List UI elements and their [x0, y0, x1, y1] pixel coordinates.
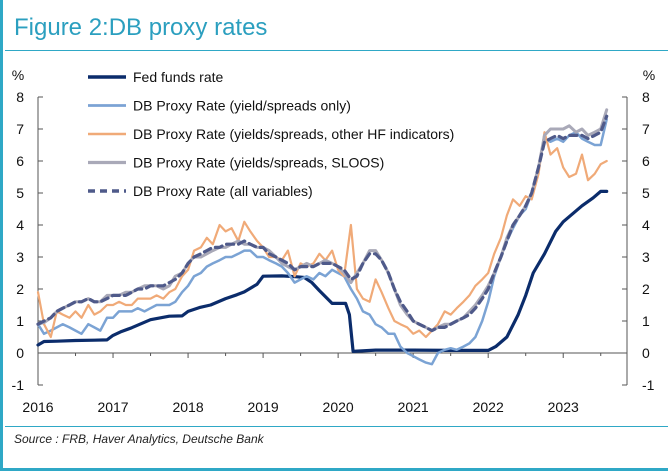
y-tick-label-left: 3	[16, 249, 24, 265]
y-tick-label-right: 7	[642, 121, 650, 137]
x-tick-label: 2022	[473, 399, 504, 415]
y-tick-label-left: 1	[16, 313, 24, 329]
chart-legend: Fed funds rate DB Proxy Rate (yield/sprea…	[88, 69, 454, 199]
legend-label-1: Fed funds rate	[133, 69, 223, 85]
source-note: Source : FRB, Haver Analytics, Deutsche …	[14, 432, 264, 446]
y-tick-label-left: 2	[16, 281, 24, 297]
y-tick-label-right: 6	[642, 153, 650, 169]
y-tick-label-right: 5	[642, 185, 650, 201]
chart-series-layer	[36, 108, 609, 366]
frame-bottom-border	[0, 468, 668, 471]
y-tick-label-right: 3	[642, 249, 650, 265]
y-unit-left: %	[12, 67, 24, 83]
x-tick-label: 2019	[248, 399, 279, 415]
legend-label-3: DB Proxy Rate (yields/spreads, other HF …	[133, 126, 454, 142]
x-tick-label: 2021	[398, 399, 429, 415]
y-tick-label-right: 2	[642, 281, 650, 297]
x-tick-label: 2017	[97, 399, 128, 415]
legend-label-2: DB Proxy Rate (yield/spreads only)	[133, 98, 351, 114]
legend-label-4: DB Proxy Rate (yields/spreads, SLOOS)	[133, 155, 384, 171]
y-tick-label-left: 6	[16, 153, 24, 169]
series-line-4	[36, 108, 609, 333]
y-tick-label-right: 1	[642, 313, 650, 329]
x-tick-label: 2016	[22, 399, 53, 415]
series-line-5	[36, 114, 609, 333]
y-tick-label-left: 5	[16, 185, 24, 201]
series-line-3	[36, 131, 608, 339]
frame-left-border	[0, 0, 3, 471]
y-tick-label-left: 7	[16, 121, 24, 137]
legend-label-5: DB Proxy Rate (all variables)	[133, 183, 313, 199]
x-tick-label: 2020	[323, 399, 354, 415]
y-tick-label-left: -1	[12, 377, 25, 393]
figure-title: Figure 2:DB proxy rates	[14, 14, 268, 41]
y-tick-label-right: 8	[642, 89, 650, 105]
title-divider	[5, 50, 668, 51]
series-line-1	[36, 189, 609, 353]
x-tick-label: 2018	[172, 399, 203, 415]
y-tick-label-right: 4	[642, 217, 650, 233]
y-tick-label-left: 0	[16, 345, 24, 361]
x-tick-label: 2023	[548, 399, 579, 415]
y-tick-label-right: -1	[642, 377, 655, 393]
source-divider	[5, 426, 668, 427]
y-unit-right: %	[643, 67, 655, 83]
chart-axes: % % -1 -1 0 0 1 1 2 2 3 3 4 4 5 5 6 6 7 7 8 8 2016 2017 2018 2019…	[12, 67, 656, 415]
line-chart: % % -1 -1 0 0 1 1 2 2 3 3 4 4 5 5 6 6 7 7 8 8 2016 2017 2018 2019…	[12, 67, 656, 415]
y-tick-label-left: 4	[16, 217, 24, 233]
y-tick-label-left: 8	[16, 89, 24, 105]
y-tick-label-right: 0	[642, 345, 650, 361]
